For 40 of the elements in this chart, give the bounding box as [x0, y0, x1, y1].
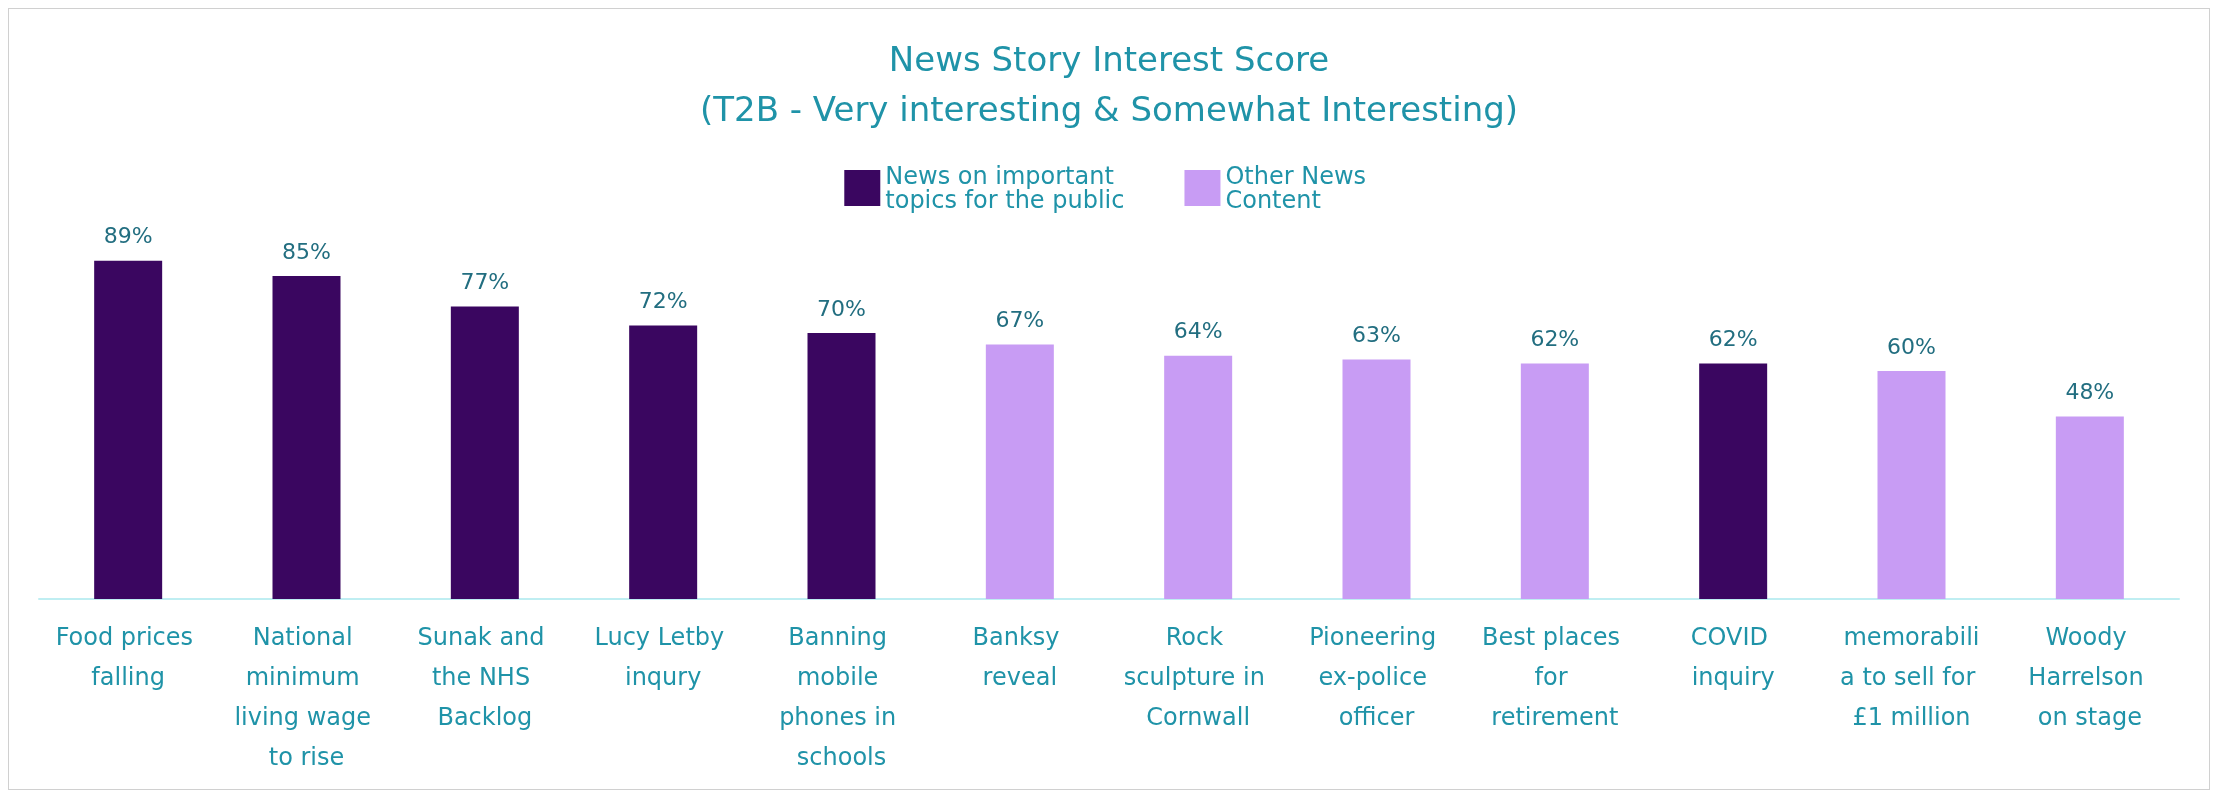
bar — [94, 260, 163, 599]
bar — [1342, 359, 1411, 599]
data-label: 63% — [1352, 322, 1401, 348]
bar — [272, 276, 341, 599]
bar — [1164, 355, 1233, 599]
x-tick-label: Banksy reveal — [972, 623, 1068, 691]
data-label: 62% — [1708, 325, 1758, 351]
bar — [1877, 371, 1946, 599]
bar — [2055, 416, 2124, 599]
data-label: 60% — [1887, 333, 1936, 359]
x-tick-label: Woody Harrelson on stage — [2028, 623, 2152, 731]
bar — [1520, 363, 1589, 599]
data-label: 89% — [103, 223, 153, 249]
x-tick-label: Pioneering ex-police officer — [1309, 623, 1444, 731]
chart-title: News Story Interest Score — [888, 39, 1330, 79]
bar — [1699, 363, 1768, 599]
data-label: 72% — [638, 287, 688, 313]
data-label: 62% — [1530, 325, 1580, 351]
x-tick-label: Banning mobile phones in schools — [779, 623, 904, 771]
x-tick-label: Rock sculpture in Cornwall — [1123, 623, 1273, 731]
bar — [807, 333, 876, 599]
data-label: 48% — [2065, 379, 2115, 405]
legend-label: News on important topics for the public — [885, 162, 1125, 214]
x-tick-label: Food prices falling — [55, 623, 201, 691]
data-label: 70% — [817, 295, 866, 321]
bar — [450, 306, 519, 599]
x-tick-label: Sunak and the NHS Backlog — [417, 623, 553, 731]
x-tick-label: National minimum living wage to rise — [234, 623, 379, 771]
bar — [985, 344, 1054, 599]
x-tick-label: COVID inquiry — [1690, 623, 1776, 691]
data-label: 77% — [460, 268, 510, 294]
data-label: 85% — [282, 238, 331, 264]
legend-label: Other News Content — [1225, 162, 1374, 214]
x-tick-label: Best places for retirement — [1482, 623, 1628, 731]
x-tick-label: memorabilia to sell for £1 million — [1840, 623, 1983, 731]
bar — [629, 325, 698, 599]
data-label: 67% — [995, 306, 1045, 332]
x-tick-label: Lucy Letby inqury — [594, 623, 732, 691]
data-label: 64% — [1173, 318, 1223, 344]
chart-subtitle: (T2B - Very interesting & Somewhat Interesting) — [699, 89, 1519, 129]
